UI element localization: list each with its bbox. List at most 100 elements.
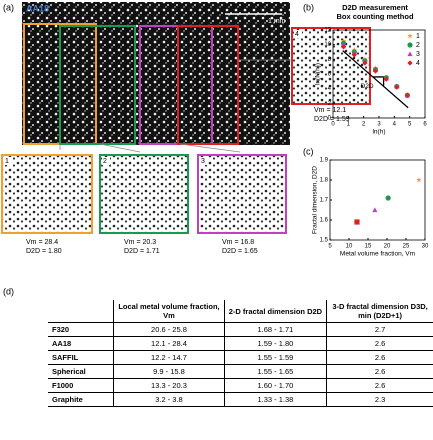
x-tick-label: 5 [328,244,332,250]
region-4 [177,25,239,145]
marker [407,60,413,66]
y-tick-label: 0 [328,116,332,122]
y-axis-label: Fractal dimension, D2D [312,166,319,234]
header-cell: 3-D fractal dimension D3D, min (D2D+1) [326,300,433,323]
panel-label: (b) [303,2,314,12]
y-tick-label: 1.7 [320,198,329,204]
header-cell: 2-D fractal dimension D2D [223,300,327,323]
x-axis-label: Metal volume fraction, Vm [340,251,415,258]
marker [394,84,400,90]
table-cell: 2.6 [326,350,433,365]
inset-tag-bg [294,30,302,38]
marker [407,51,413,57]
inset-image [1,154,93,234]
marker [407,33,413,39]
table-cell: AA18 [48,336,114,351]
table-cell: 12.2 - 14.7 [113,350,225,365]
x-tick-label: 5 [408,122,412,128]
inset-vm: Vm = 28.4 [26,239,58,246]
inset-tag-bg [200,157,208,165]
table-cell: 1.55 - 1.59 [223,350,327,365]
x-tick-label: 6 [423,122,427,128]
x-tick-label: 3 [377,122,381,128]
y-tick-label: 1.8 [320,178,329,184]
slope-guide [342,50,409,109]
legend-label: 3 [416,51,420,58]
legend-label: 4 [416,60,420,67]
x-tick-label: 4 [393,122,397,128]
inset-tag-bg [102,157,110,165]
table-row: Graphite 3.2 - 3.8 1.33 - 1.38 2.3 [48,392,433,407]
header-cell: Local metal volume fraction, Vm [113,300,225,323]
y-tick-label: 4 [328,86,332,92]
marker [404,92,410,98]
legend-label: 1 [416,33,420,40]
table-cell: 1.55 - 1.65 [223,364,327,379]
inset-image [291,27,371,105]
table-row: F1000 13.3 - 20.3 1.60 - 1.70 2.6 [48,378,433,393]
table-cell: 13.3 - 20.3 [113,378,225,393]
x-tick-label: 2 [362,122,366,128]
marker [340,44,347,50]
marker [354,219,360,225]
table-cell: F320 [48,322,114,337]
table-cell: 1.33 - 1.38 [223,392,327,407]
inset-image [99,154,189,234]
x-tick-label: 10 [346,244,353,250]
x-tick-label: 15 [365,244,372,250]
inset-label: 4 [295,31,299,38]
y-tick-label: 12 [324,28,331,34]
table-cell: 2.3 [326,392,433,407]
table-cell: F1000 [48,378,114,393]
inset-d2d: D2D = 1.65 [222,248,258,255]
scale-label: 1 mm [268,18,286,25]
inset-image [197,154,287,234]
legend-label: 2 [416,42,420,49]
x-tick-label: 30 [422,244,429,250]
region-3 [139,25,213,145]
table-row: Spherical 9.9 - 15.8 1.55 - 1.65 2.6 [48,364,433,379]
table-row: F320 20.6 - 25.8 1.68 - 1.71 2.7 [48,322,433,337]
table-cell: 2.6 [326,378,433,393]
panel-label: (c) [303,146,314,156]
table-cell: 1.68 - 1.71 [223,322,327,337]
table-cell: Graphite [48,392,114,407]
y-tick-label: 6 [328,72,332,78]
table-cell: 2.7 [326,322,433,337]
table-cell: SAFFIL [48,350,114,365]
x-tick-label: 20 [384,244,391,250]
table-cell: 20.6 - 25.8 [113,322,225,337]
chart-title: D2D measurement [342,3,408,12]
inset-vm: Vm = 20.3 [124,239,156,246]
annotation: D2D [361,83,374,90]
table-cell: 3.2 - 3.8 [113,392,225,407]
table-cell: Spherical [48,364,114,379]
micrograph-title: AA18 [26,3,49,13]
marker [416,177,422,183]
y-tick-label: 10 [324,42,331,48]
table-cell: 2.6 [326,336,433,351]
table-row: SAFFIL 12.2 - 14.7 1.55 - 1.59 2.6 [48,350,433,365]
table-row: AA18 12.1 - 28.4 1.59 - 1.80 2.6 [48,336,433,351]
inset-label: 3 [201,158,205,165]
inset-label: 2 [103,158,107,165]
marker [383,76,389,82]
region-2 [59,25,136,145]
x-tick-label: 1 [347,122,351,128]
panel-label: (a) [3,2,14,12]
marker [407,42,413,48]
y-axis-label: ln(N(h)) [315,63,322,85]
table-cell: 9.9 - 15.8 [113,364,225,379]
marker [372,68,379,74]
inset-d2d: D2D = 1.59 [314,116,350,123]
inset-d2d: D2D = 1.80 [26,248,62,255]
table-cell: 1.59 - 1.80 [223,336,327,351]
table-cell: 1.60 - 1.70 [223,378,327,393]
marker [351,52,357,58]
y-tick-label: 2 [328,101,332,107]
connectors [59,59,292,153]
marker [372,207,378,213]
x-tick-label: 25 [403,244,410,250]
